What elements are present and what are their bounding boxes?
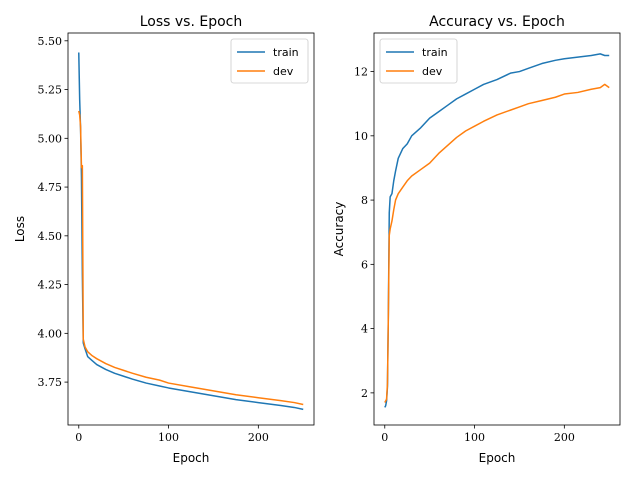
y-axis-label: Accuracy: [332, 202, 346, 257]
legend-label-train: train: [273, 46, 299, 59]
y-tick-label: 6: [361, 258, 368, 271]
y-tick-label: 10: [354, 130, 368, 143]
x-tick-label: 100: [158, 431, 179, 444]
x-tick-label: 0: [381, 431, 388, 444]
legend-box: [230, 38, 309, 84]
series-line-dev: [78, 110, 304, 406]
y-tick-label: 8: [361, 194, 368, 207]
legend-label-dev: dev: [273, 65, 294, 78]
y-tick-label: 5.25: [38, 84, 63, 97]
x-axis-label: Epoch: [173, 451, 210, 465]
x-tick-label: 200: [248, 431, 269, 444]
legend: train dev: [379, 38, 458, 84]
accuracy-chart: Accuracy vs. Epoch 0 100 200 2 4 6 8 10 12 Epoch Ac…: [332, 14, 621, 465]
series-line-train: [384, 53, 610, 408]
legend: train dev: [230, 38, 309, 84]
y-tick-label: 5.00: [38, 132, 63, 145]
series-line-dev: [384, 83, 610, 403]
y-tick-label: 4.00: [38, 327, 63, 340]
legend-box: [379, 38, 458, 84]
plot-frame: [373, 32, 621, 426]
y-tick-label: 4.50: [38, 230, 63, 243]
y-axis-label: Loss: [13, 216, 27, 242]
y-tick-label: 2: [361, 387, 368, 400]
chart-title: Loss vs. Epoch: [140, 14, 243, 30]
y-tick-label: 5.50: [38, 35, 63, 48]
x-tick-label: 0: [75, 431, 82, 444]
loss-chart: Loss vs. Epoch 0 100 200 3.75 4.00 4.25 4.50 4.7…: [13, 14, 315, 465]
legend-label-dev: dev: [422, 65, 443, 78]
x-tick-label: 100: [464, 431, 485, 444]
y-tick-label: 3.75: [38, 376, 63, 389]
y-tick-label: 12: [354, 66, 368, 79]
legend-label-train: train: [422, 46, 448, 59]
y-tick-label: 4: [361, 323, 368, 336]
chart-title: Accuracy vs. Epoch: [429, 14, 565, 30]
y-tick-label: 4.75: [38, 181, 63, 194]
plot-frame: [67, 32, 315, 426]
series-line-train: [78, 52, 304, 411]
x-tick-label: 200: [554, 431, 575, 444]
y-tick-label: 4.25: [38, 279, 63, 292]
x-axis-label: Epoch: [479, 451, 516, 465]
